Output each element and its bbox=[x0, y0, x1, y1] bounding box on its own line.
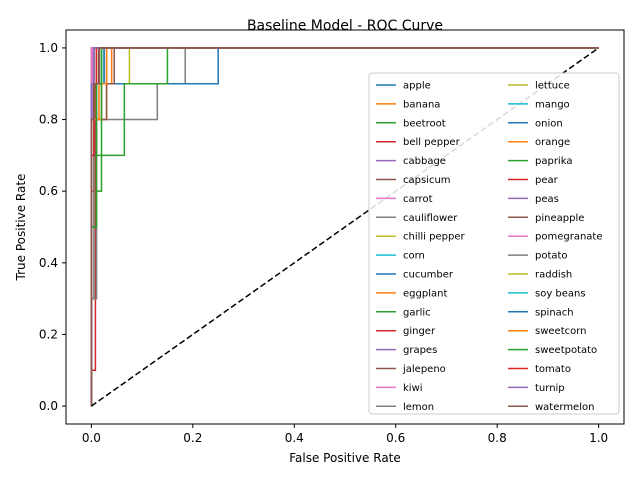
x-axis: 0.0 0.2 0.4 0.6 0.8 1.0 bbox=[82, 424, 608, 445]
x-tick-label: 0.2 bbox=[183, 431, 202, 445]
y-tick-label: 0.6 bbox=[39, 184, 58, 198]
legend-label: mango bbox=[535, 99, 570, 110]
x-tick-label: 0.6 bbox=[386, 431, 405, 445]
legend-label: paprika bbox=[535, 156, 572, 167]
legend-label: pineapple bbox=[535, 213, 584, 224]
legend-label: jalepeno bbox=[402, 364, 446, 375]
legend-label: grapes bbox=[403, 345, 437, 356]
legend-label: onion bbox=[535, 118, 563, 129]
x-axis-label: False Positive Rate bbox=[289, 451, 401, 465]
legend-label: cabbage bbox=[403, 156, 446, 167]
legend-label: banana bbox=[403, 99, 440, 110]
y-tick-label: 0.4 bbox=[39, 256, 58, 270]
legend-label: ginger bbox=[403, 326, 436, 337]
legend-label: pomegranate bbox=[535, 232, 603, 243]
legend-label: turnip bbox=[535, 383, 565, 394]
legend-label: cauliflower bbox=[403, 213, 458, 224]
y-axis: 0.0 0.2 0.4 0.6 0.8 1.0 bbox=[39, 41, 66, 413]
legend-label: lettuce bbox=[535, 81, 570, 92]
legend-label: pear bbox=[535, 175, 559, 186]
legend-label: raddish bbox=[535, 270, 572, 281]
x-tick-label: 0.8 bbox=[488, 431, 507, 445]
legend-label: sweetpotato bbox=[535, 345, 597, 356]
legend-label: garlic bbox=[403, 307, 431, 318]
x-tick-label: 0.4 bbox=[285, 431, 304, 445]
legend-label: potato bbox=[535, 251, 568, 262]
y-tick-label: 0.0 bbox=[39, 399, 58, 413]
legend-label: orange bbox=[535, 137, 570, 148]
axes-frame bbox=[65, 29, 625, 425]
legend-label: spinach bbox=[535, 307, 574, 318]
legend-label: beetroot bbox=[403, 118, 446, 129]
legend-label: apple bbox=[403, 81, 431, 92]
plot-area bbox=[90, 47, 600, 407]
y-tick-label: 0.2 bbox=[39, 327, 58, 341]
legend-label: eggplant bbox=[403, 288, 447, 299]
y-axis-label: True Positive Rate bbox=[14, 174, 28, 282]
legend-label: sweetcorn bbox=[535, 326, 587, 337]
legend-label: chilli pepper bbox=[403, 232, 465, 243]
legend-label: carrot bbox=[403, 194, 433, 205]
chart-title: Baseline Model - ROC Curve bbox=[247, 18, 443, 34]
x-tick-label: 0.0 bbox=[82, 431, 101, 445]
legend-label: kiwi bbox=[403, 383, 423, 394]
legend-label: lemon bbox=[403, 402, 434, 413]
legend-box bbox=[368, 72, 620, 415]
y-tick-label: 0.8 bbox=[39, 113, 58, 127]
legend-label: cucumber bbox=[403, 270, 454, 281]
legend-label: peas bbox=[535, 194, 559, 205]
y-tick-label: 1.0 bbox=[39, 41, 58, 55]
legend-label: corn bbox=[403, 251, 425, 262]
x-tick-label: 1.0 bbox=[589, 431, 608, 445]
roc-line-watermelon bbox=[90, 47, 599, 407]
legend: apple banana beetroot bell pepper cabbage cap… bbox=[368, 72, 620, 415]
legend-label: bell pepper bbox=[403, 137, 461, 148]
legend-label: watermelon bbox=[535, 402, 594, 413]
legend-label: tomato bbox=[535, 364, 571, 375]
legend-label: capsicum bbox=[403, 175, 451, 186]
legend-label: soy beans bbox=[535, 288, 586, 299]
